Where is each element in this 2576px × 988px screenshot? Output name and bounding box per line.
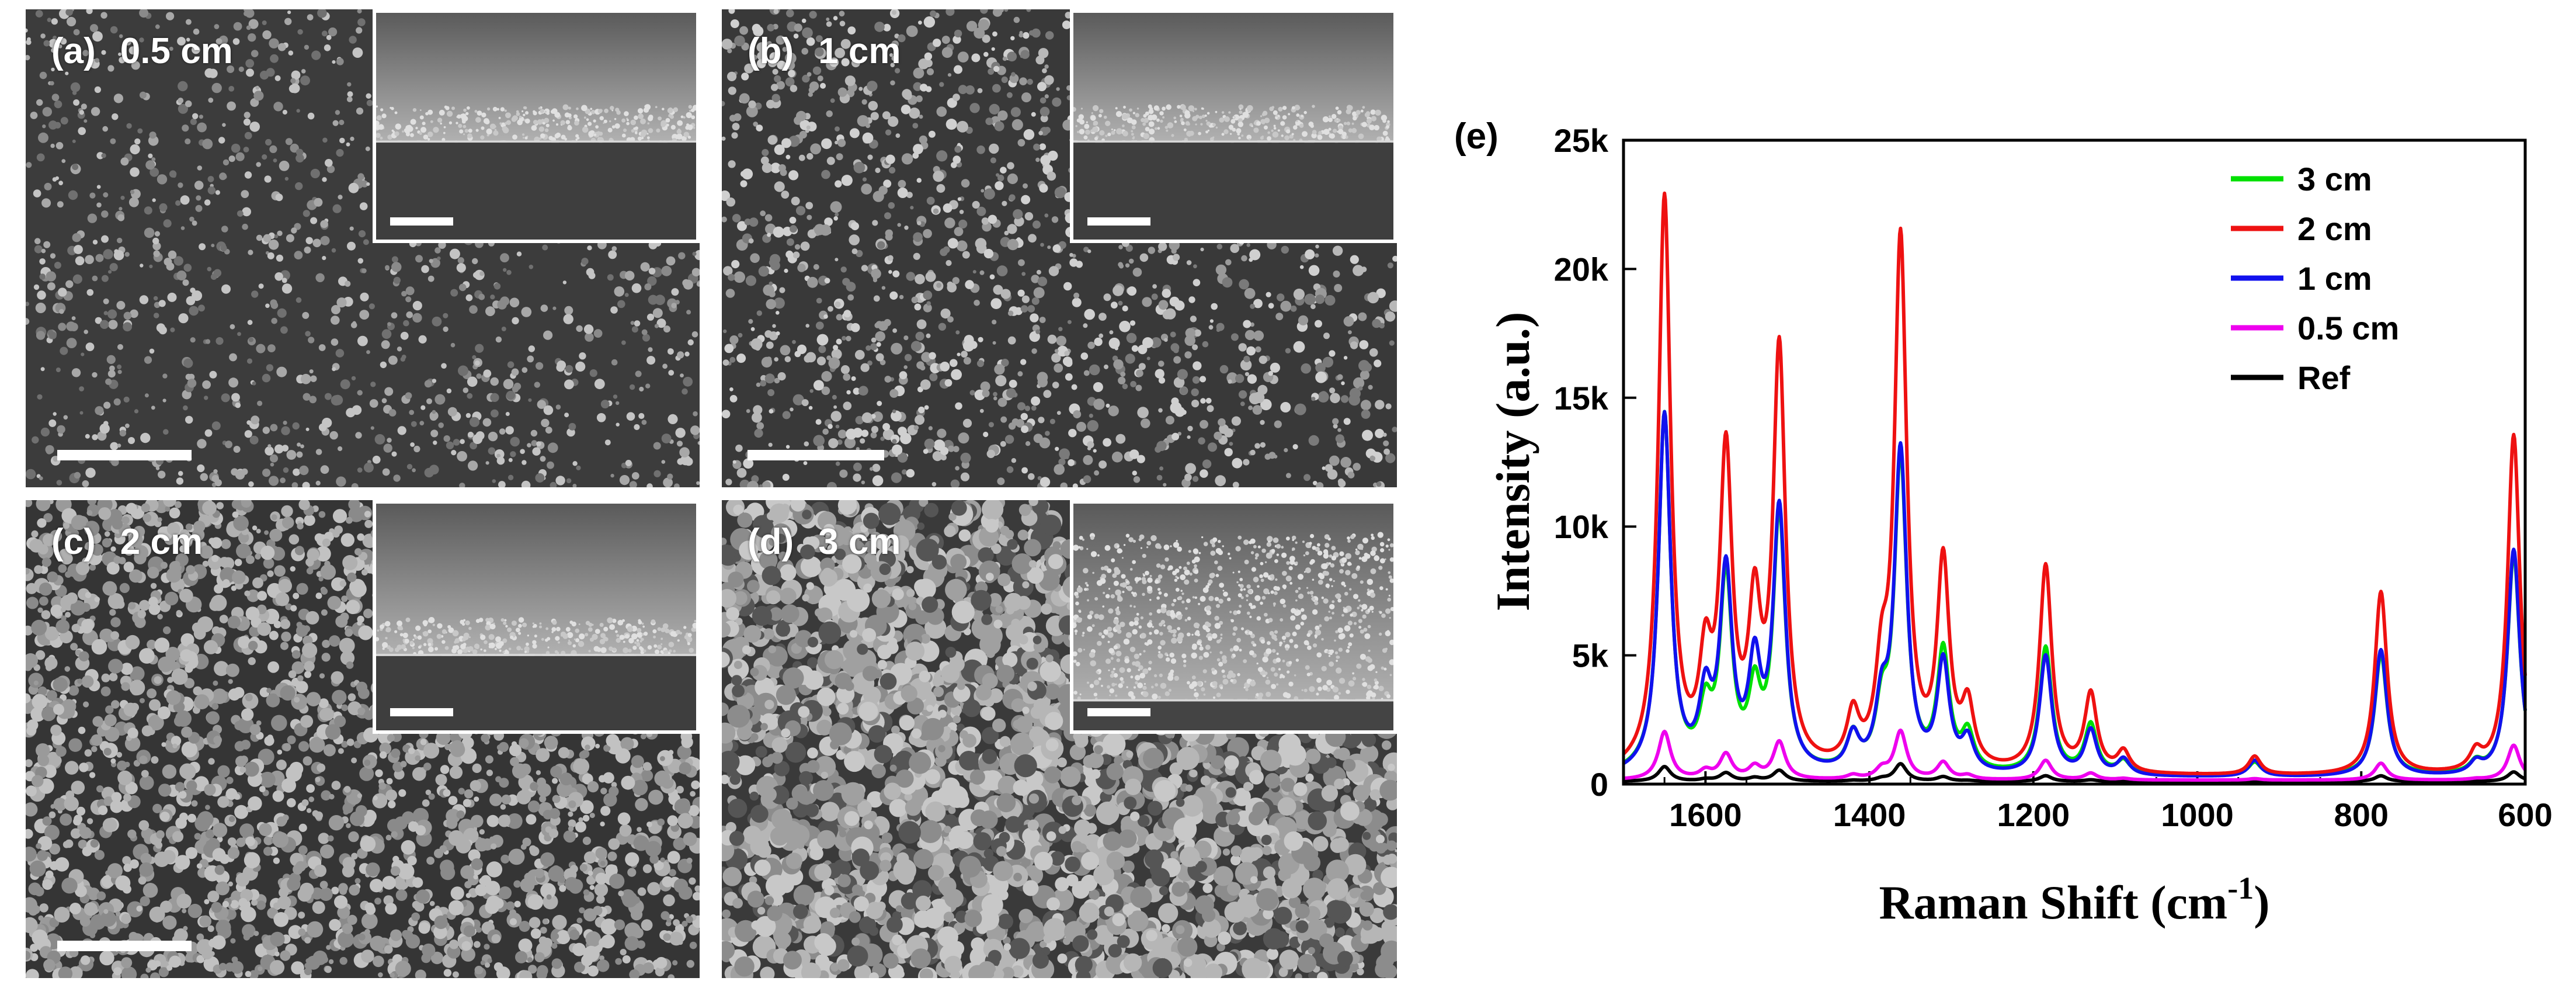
legend-label: 2 cm (2297, 210, 2372, 247)
panel-label-b: (b) 1 cm (748, 31, 901, 71)
legend-label: Ref (2297, 359, 2351, 396)
x-tick-label: 1400 (1833, 796, 1906, 833)
inset-b (1070, 9, 1397, 243)
y-tick-label: 15k (1554, 380, 1609, 417)
inset-scalebar-a (390, 217, 453, 226)
y-tick-label: 5k (1572, 637, 1609, 674)
legend-label: 3 cm (2297, 161, 2372, 197)
panel-label-d: (d) 3 cm (748, 522, 901, 562)
inset-image-d (1073, 504, 1393, 730)
x-tick-label: 1200 (1997, 796, 2070, 833)
sem-panel-d: (d) 3 cm (722, 500, 1397, 978)
panel-label-e: (e) (1454, 116, 1499, 157)
x-tick-label: 1600 (1669, 796, 1742, 833)
y-tick-label: 0 (1590, 766, 1608, 803)
panel-label-c: (c) 2 cm (51, 522, 203, 562)
x-tick-label: 1000 (2161, 796, 2234, 833)
legend: 3 cm 2 cm 1 cm 0.5 cm Ref (2231, 161, 2399, 396)
inset-c (373, 500, 700, 734)
y-axis-title: Intensity (a.u.) (1486, 312, 1539, 612)
sem-panel-b: (b) 1 cm (722, 9, 1397, 487)
sem-panel-c: (c) 2 cm (26, 500, 700, 978)
y-tick-label: 20k (1554, 251, 1609, 287)
scalebar-a (57, 450, 192, 460)
inset-scalebar-d (1087, 708, 1150, 716)
inset-d (1070, 500, 1397, 734)
legend-label: 1 cm (2297, 260, 2372, 297)
legend-label: 0.5 cm (2297, 310, 2399, 346)
panel-label-a: (a) 0.5 cm (51, 31, 233, 71)
inset-image-a (376, 13, 696, 240)
y-tick-label: 25k (1554, 122, 1609, 159)
x-tick-label: 800 (2334, 796, 2389, 833)
inset-image-b (1073, 13, 1393, 240)
x-tick-label: 600 (2498, 796, 2552, 833)
y-tick-label: 10k (1554, 508, 1609, 545)
series-lines (1622, 191, 2527, 784)
plot-frame (1622, 138, 2527, 786)
x-axis-title: Raman Shift (cm-1) (1879, 871, 2269, 929)
axis-ticks: 1600 1400 1200 1000 800 600 0 5k 10k 15k 20k 25k (1554, 122, 2553, 833)
series-line-1-cm (1622, 410, 2527, 778)
sem-panel-a: (a) 0.5 cm (26, 9, 700, 487)
series-line-0-5-cm (1622, 728, 2527, 782)
series-line-2-cm (1622, 191, 2527, 775)
inset-a (373, 9, 700, 243)
series-line-ref (1622, 762, 2526, 784)
scalebar-c (57, 941, 192, 951)
scalebar-b (748, 450, 884, 460)
inset-scalebar-c (390, 708, 453, 716)
raman-chart: (e) 1600 1400 1200 1000 800 600 0 5k 10k 15k 20k 25… (1454, 116, 2553, 929)
inset-image-c (376, 504, 696, 730)
inset-scalebar-b (1087, 217, 1150, 226)
